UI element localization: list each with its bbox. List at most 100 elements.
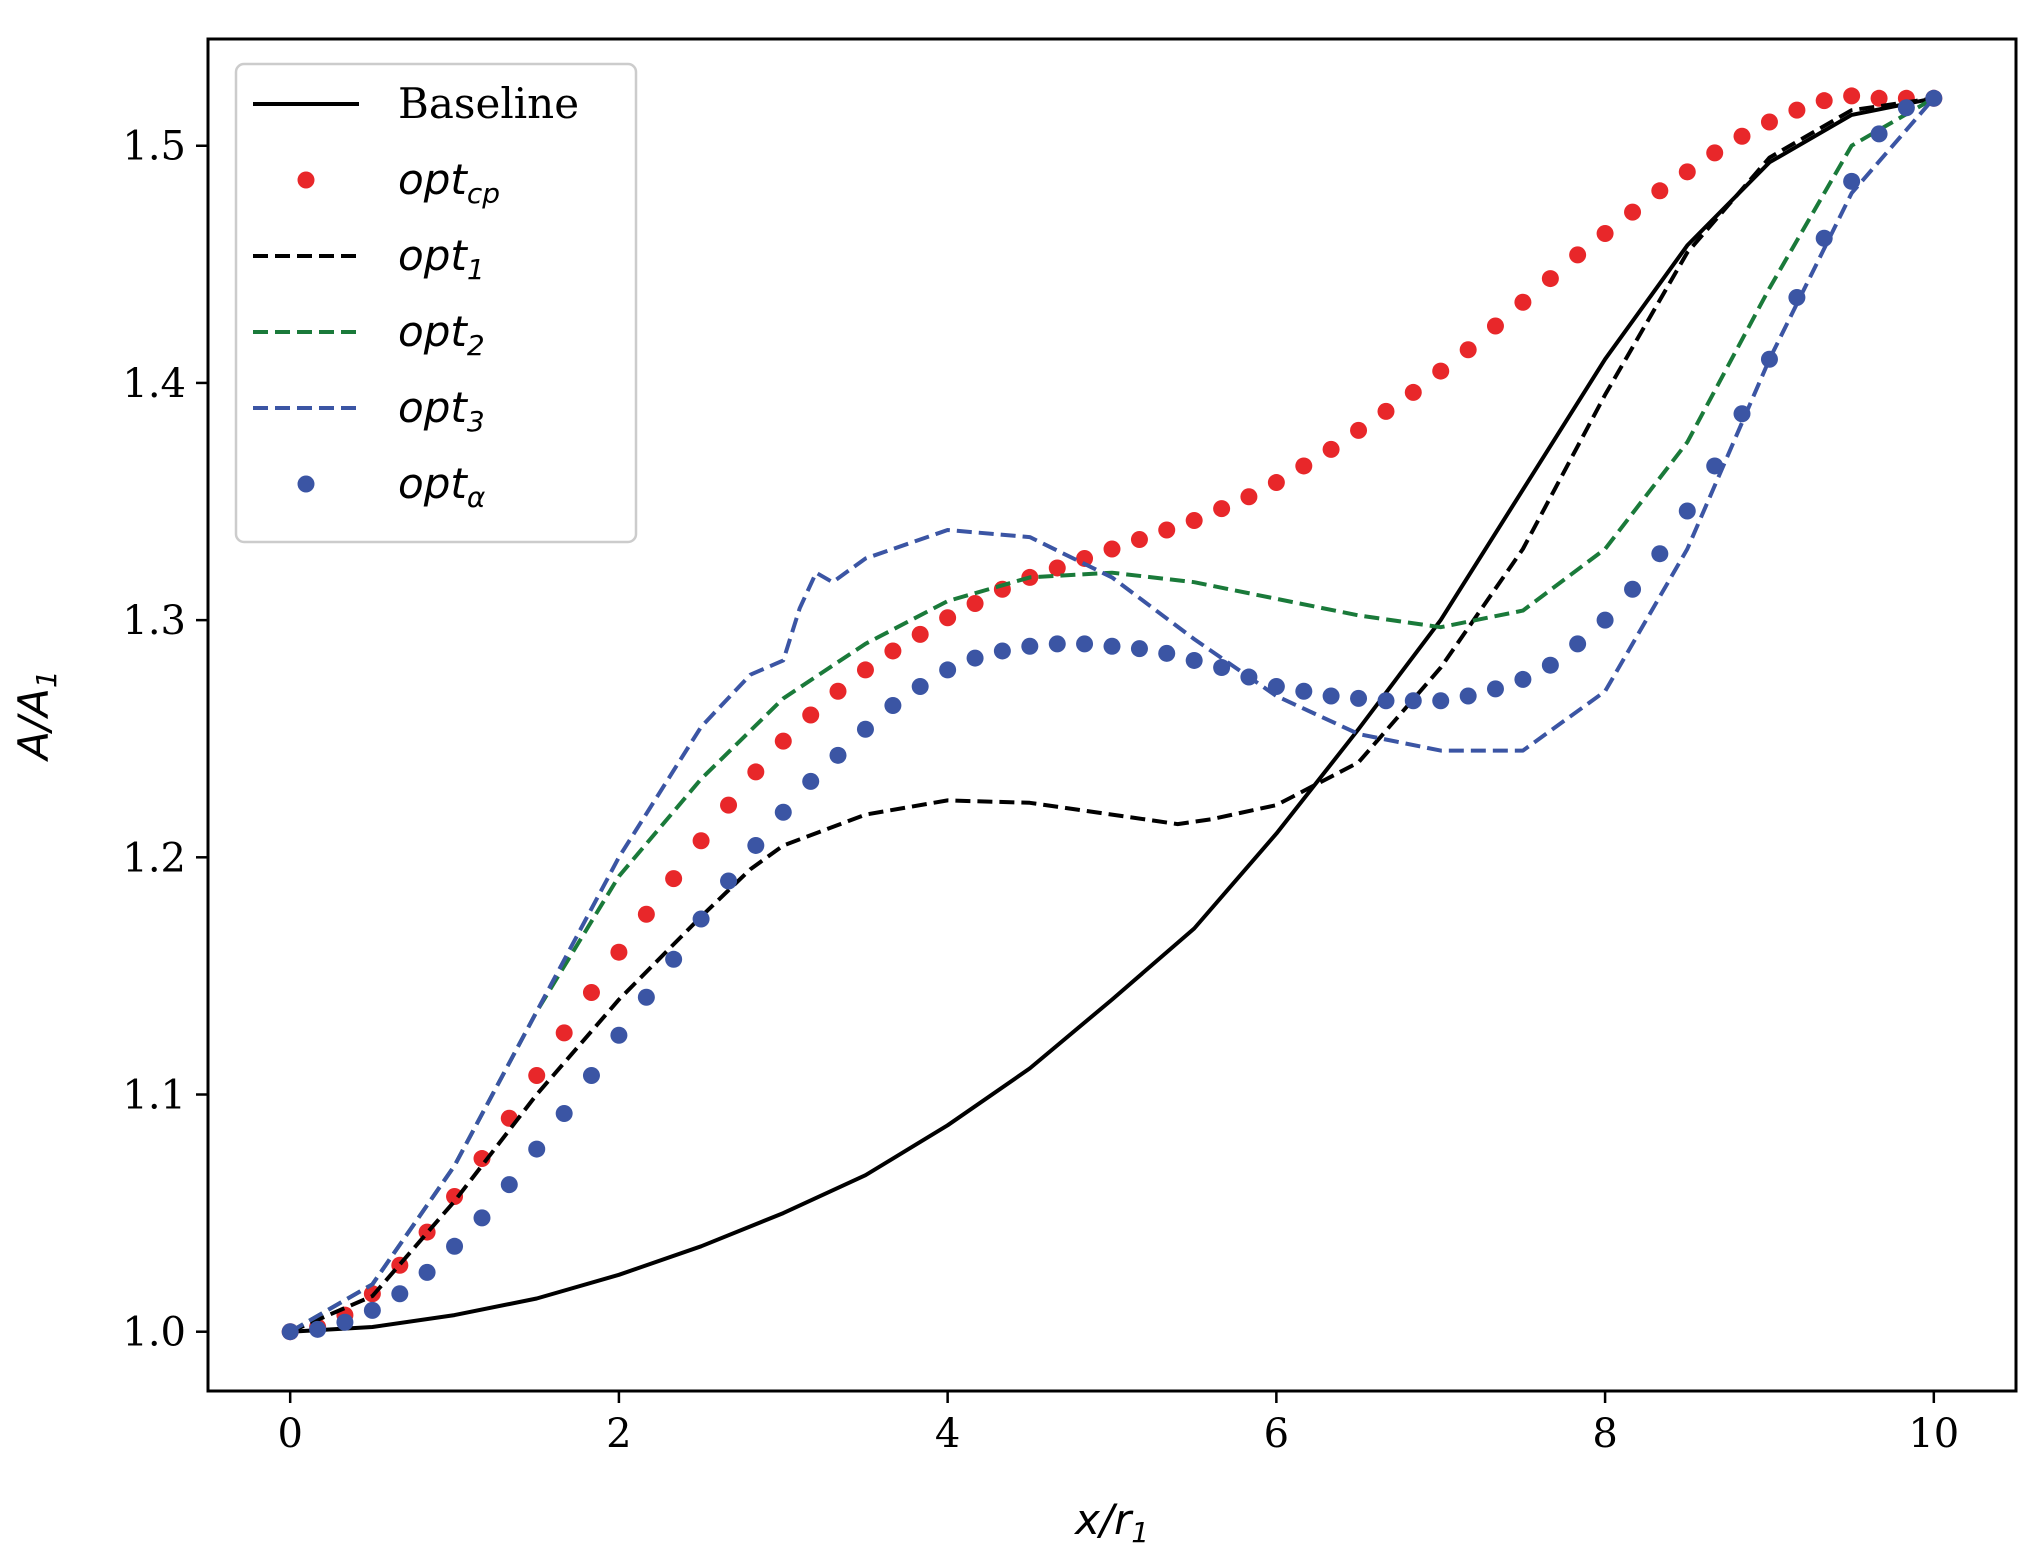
y-axis: 1.0 1.1 1.2 1.3 1.4 1.5 <box>122 124 208 1356</box>
series-opt-cp-point-42 <box>1432 362 1450 380</box>
series-opt-alpha-point-35 <box>1240 668 1258 686</box>
series-opt-cp-point-25 <box>966 595 984 613</box>
legend-entries: Baseline optcp opt1 opt2 opt3 optα <box>253 79 579 514</box>
series-opt-alpha-point-11 <box>582 1067 600 1085</box>
series-opt-cp-point-47 <box>1569 246 1587 264</box>
series-opt-cp-point-55 <box>1788 101 1806 119</box>
series-opt-cp-point-10 <box>555 1024 573 1042</box>
series-opt-alpha-point-28 <box>1048 635 1066 653</box>
series-opt-cp-point-24 <box>939 609 957 627</box>
x-tick-label-3: 6 <box>1264 1411 1289 1457</box>
series-opt-alpha-point-57 <box>1843 172 1861 190</box>
series-opt-cp-point-57 <box>1843 87 1861 105</box>
legend-label-opt-2: opt2 <box>398 307 485 362</box>
x-tick-label-5: 10 <box>1908 1411 1959 1457</box>
series-opt-alpha-point-42 <box>1432 692 1450 710</box>
series-opt-alpha-point-44 <box>1486 680 1504 698</box>
series-opt-cp-point-32 <box>1158 521 1176 539</box>
series-opt-cp-point-13 <box>637 905 655 923</box>
y-axis-label: A/A1 <box>9 670 63 762</box>
x-axis: 0 2 4 6 8 10 <box>277 1391 1959 1457</box>
series-opt-cp-point-18 <box>774 732 792 750</box>
series-opt-alpha-point-13 <box>637 988 655 1006</box>
x-tick-label-2: 4 <box>935 1411 960 1457</box>
series-opt-alpha-point-39 <box>1350 689 1368 707</box>
series-opt-alpha-point-17 <box>747 836 765 854</box>
series-opt-alpha-point-19 <box>802 772 820 790</box>
y-tick-label-3: 1.3 <box>122 598 186 644</box>
legend-label-opt-cp: optcp <box>398 155 500 210</box>
series-opt-alpha-point-33 <box>1185 651 1203 669</box>
series-opt-cp-point-50 <box>1651 182 1669 200</box>
y-tick-label-5: 1.5 <box>122 124 186 170</box>
series-opt-cp-point-28 <box>1048 559 1066 577</box>
series-opt-alpha-point-16 <box>720 872 738 890</box>
series-opt-cp-point-14 <box>665 870 683 888</box>
x-axis-label: x/r1 <box>1073 1495 1149 1549</box>
series-opt-cp-point-11 <box>582 984 600 1002</box>
series-opt-cp-point-33 <box>1185 512 1203 530</box>
series-opt-cp-point-36 <box>1267 474 1285 492</box>
series-opt-cp-point-45 <box>1514 293 1532 311</box>
series-opt-cp-point-41 <box>1404 383 1422 401</box>
series-opt-alpha-point-51 <box>1678 502 1696 520</box>
series-opt-cp-point-29 <box>1076 549 1094 567</box>
series-opt-alpha-point-49 <box>1624 580 1642 598</box>
series-opt-alpha-point-32 <box>1158 644 1176 662</box>
x-tick-label-1: 2 <box>606 1411 631 1457</box>
legend-label-baseline: Baseline <box>398 79 579 128</box>
series-opt-alpha-point-56 <box>1815 229 1833 247</box>
series-opt-cp-point-40 <box>1377 402 1395 420</box>
series-opt-cp-point-46 <box>1541 270 1559 288</box>
series-opt-alpha <box>281 89 1943 1341</box>
series-opt-cp-point-19 <box>802 706 820 724</box>
series-opt-alpha-point-6 <box>446 1237 464 1255</box>
series-opt-cp-point-58 <box>1870 89 1888 107</box>
series-opt-alpha-point-4 <box>391 1285 409 1303</box>
series-opt-alpha-point-47 <box>1569 635 1587 653</box>
legend-frame <box>234 62 638 544</box>
series-opt-alpha-point-9 <box>528 1140 546 1158</box>
series-opt-alpha-point-37 <box>1295 682 1313 700</box>
series-opt-cp-point-30 <box>1103 540 1121 558</box>
series-opt-alpha-point-21 <box>856 720 874 738</box>
series-opt-alpha-point-8 <box>500 1176 518 1194</box>
legend-label-opt-alpha: optα <box>398 459 486 514</box>
series-opt-alpha-point-54 <box>1760 350 1778 368</box>
series-opt-alpha-point-52 <box>1706 457 1724 475</box>
series-opt-alpha-point-26 <box>993 642 1011 660</box>
plot-frame <box>206 37 2018 1393</box>
series-opt-alpha-point-7 <box>473 1209 491 1227</box>
series-opt-alpha-point-58 <box>1870 125 1888 143</box>
series-opt-alpha-point-36 <box>1267 678 1285 696</box>
series-opt-cp-point-37 <box>1295 457 1313 475</box>
series-opt-alpha-point-20 <box>829 746 847 764</box>
series-opt-alpha-point-46 <box>1541 656 1559 674</box>
legend-label-opt-1: opt1 <box>398 231 485 286</box>
series-opt-alpha-point-48 <box>1596 611 1614 629</box>
series-opt-alpha-point-50 <box>1651 545 1669 563</box>
series-opt-alpha-point-12 <box>610 1026 628 1044</box>
series-opt-cp-point-12 <box>610 943 628 961</box>
series-opt-alpha-point-10 <box>555 1104 573 1122</box>
legend: Baseline optcp opt1 opt2 opt3 optα <box>234 62 638 544</box>
series-opt-cp-point-52 <box>1706 144 1724 162</box>
x-tick-label-0: 0 <box>277 1411 302 1457</box>
series-opt-cp-point-39 <box>1350 421 1368 439</box>
series-opt-alpha-point-45 <box>1514 670 1532 688</box>
series-opt-cp-point-16 <box>720 796 738 814</box>
series-opt-alpha-point-1 <box>309 1320 327 1338</box>
series-opt-cp-point-56 <box>1815 92 1833 110</box>
series-opt-alpha-point-41 <box>1404 692 1422 710</box>
series-opt-3-line <box>289 96 1936 1334</box>
series-opt-alpha-point-30 <box>1103 637 1121 655</box>
series-opt-cp-point-48 <box>1596 224 1614 242</box>
series-opt-cp-point-43 <box>1459 341 1477 359</box>
series-opt-alpha-point-3 <box>363 1301 381 1319</box>
series-opt-alpha-point-24 <box>939 661 957 679</box>
series-opt-cp-point-23 <box>911 625 929 643</box>
series-opt-cp-point-21 <box>856 661 874 679</box>
series-opt-alpha-point-18 <box>774 803 792 821</box>
series-opt-alpha-point-40 <box>1377 692 1395 710</box>
series-baseline-line <box>290 96 1935 1334</box>
